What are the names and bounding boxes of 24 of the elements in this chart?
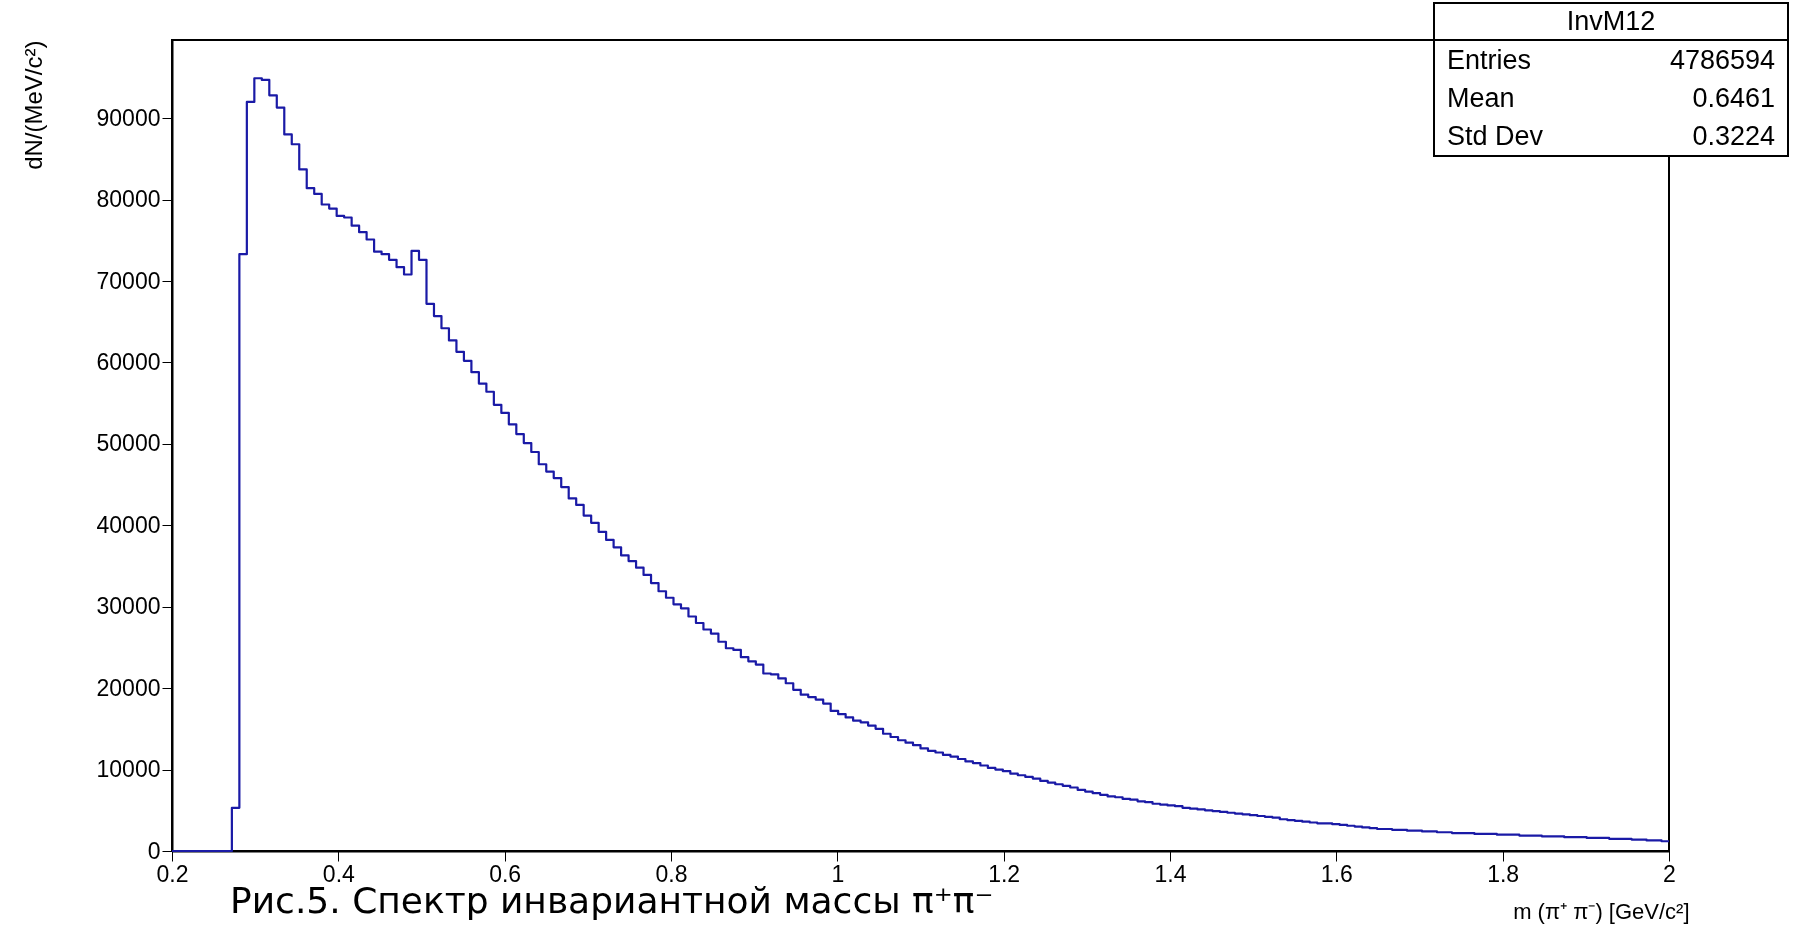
x-tick-label: 0.6 bbox=[489, 860, 522, 887]
y-tick-label: 10000 bbox=[96, 756, 161, 783]
x-tick-label: 0.8 bbox=[655, 860, 688, 887]
text: Mean 0.6461 bbox=[1447, 83, 1775, 113]
x-axis-title: m (π⁺ π⁻) [GeV/c²] bbox=[1513, 898, 1690, 924]
y-tick-label: 20000 bbox=[96, 674, 161, 701]
x-tick-label: 0.4 bbox=[322, 860, 356, 887]
y-tick-label: 30000 bbox=[96, 593, 161, 620]
y-tick-label: 50000 bbox=[96, 430, 161, 457]
y-tick-label: 60000 bbox=[96, 348, 161, 375]
y-tick-label: 70000 bbox=[96, 267, 161, 294]
x-tick-label: 1.6 bbox=[1320, 860, 1353, 887]
y-tick-label: 80000 bbox=[96, 186, 161, 213]
x-tick-label: 1 bbox=[831, 860, 845, 887]
y-axis-title: dN/(MeV/c²) bbox=[19, 40, 47, 170]
text: InvM12 bbox=[1435, 4, 1787, 41]
text: Std Dev 0.3224 bbox=[1447, 121, 1775, 151]
text: Entries 4786594 bbox=[1447, 45, 1775, 75]
y-tick-label: 90000 bbox=[96, 104, 161, 131]
x-tick-label: 1.8 bbox=[1487, 860, 1520, 887]
x-tick-label: 1.2 bbox=[988, 860, 1021, 887]
y-tick-label: 40000 bbox=[96, 511, 161, 538]
x-tick-label: 2 bbox=[1663, 860, 1676, 887]
x-tick-label: 1.4 bbox=[1154, 860, 1187, 887]
